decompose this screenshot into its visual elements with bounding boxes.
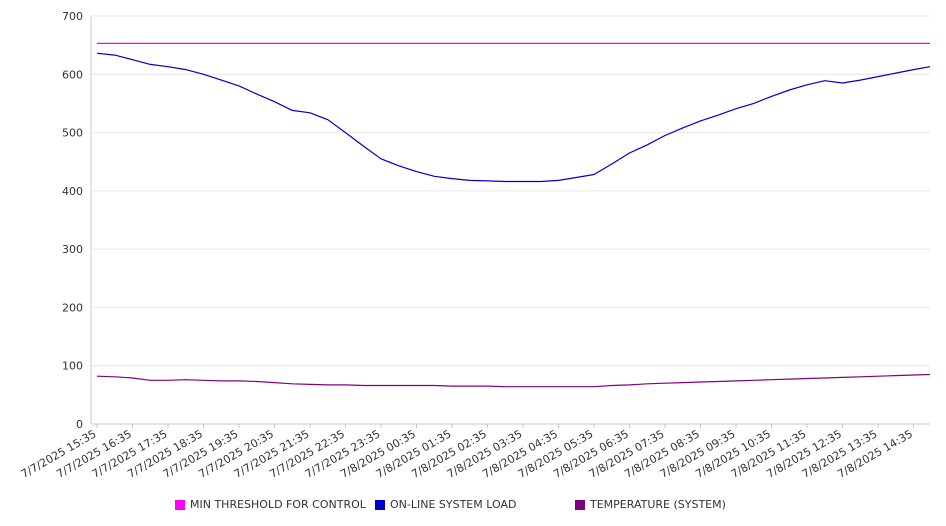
legend-swatch-temperature — [575, 499, 585, 510]
legend-swatch-system-load — [375, 499, 385, 510]
legend-swatch-min-threshold — [175, 499, 185, 510]
legend-item-min-threshold: MIN THRESHOLD FOR CONTROL — [175, 498, 366, 511]
grid — [91, 15, 930, 367]
legend-label-min-threshold: MIN THRESHOLD FOR CONTROL — [190, 498, 366, 511]
y-tick-label: 0 — [76, 418, 83, 431]
legend-label-system-load: ON-LINE SYSTEM LOAD — [390, 498, 517, 511]
y-tick-label: 600 — [62, 68, 83, 81]
axes — [90, 16, 930, 425]
legend: MIN THRESHOLD FOR CONTROL ON-LINE SYSTEM… — [0, 498, 946, 514]
series-line-1 — [96, 52, 931, 183]
x-tick-labels: 7/7/2025 15:357/7/2025 16:357/7/2025 17:… — [19, 424, 915, 481]
y-tick-label: 700 — [62, 10, 83, 23]
y-tick-label: 400 — [62, 185, 83, 198]
series-lines — [96, 42, 931, 388]
legend-item-temperature: TEMPERATURE (SYSTEM) — [575, 498, 726, 511]
y-tick-label: 100 — [62, 360, 83, 373]
legend-label-temperature: TEMPERATURE (SYSTEM) — [590, 498, 726, 511]
y-tick-label: 200 — [62, 301, 83, 314]
y-tick-labels: 0 100 200 300 400 500 600 700 — [62, 10, 83, 431]
series-line-2 — [96, 373, 931, 388]
legend-item-system-load: ON-LINE SYSTEM LOAD — [375, 498, 516, 511]
y-tick-label: 500 — [62, 127, 83, 140]
y-tick-label: 300 — [62, 243, 83, 256]
